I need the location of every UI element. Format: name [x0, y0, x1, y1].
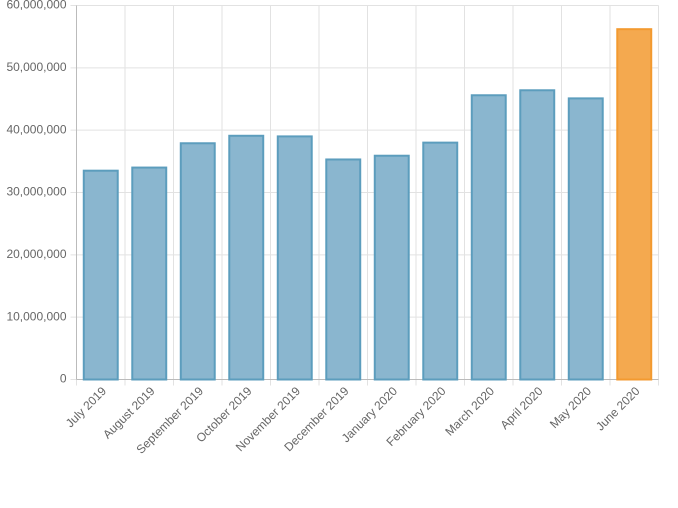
bar — [616, 28, 653, 381]
bar — [276, 135, 313, 381]
y-tick-label: 10,000,000 — [6, 309, 66, 323]
y-tick-label: 20,000,000 — [6, 247, 66, 261]
x-tick-label: April 2020 — [497, 384, 545, 432]
bar — [179, 142, 216, 381]
bar — [373, 154, 410, 381]
x-tick-label: March 2020 — [442, 384, 497, 439]
y-tick-label: 40,000,000 — [6, 122, 66, 136]
bar — [325, 158, 362, 381]
y-tick-label: 50,000,000 — [6, 60, 66, 74]
bar — [567, 97, 604, 381]
bar — [82, 169, 119, 381]
bar — [131, 166, 168, 381]
bar — [422, 141, 459, 381]
x-tick-label: July 2019 — [63, 384, 109, 430]
y-tick-label: 30,000,000 — [6, 185, 66, 199]
y-tick-label: 60,000,000 — [6, 0, 66, 12]
bar — [228, 134, 265, 381]
y-tick-label: 0 — [60, 372, 67, 386]
bar — [470, 94, 507, 381]
x-tick-label: June 2020 — [593, 384, 643, 434]
x-tick-label: May 2020 — [547, 384, 594, 431]
bar — [519, 89, 556, 381]
